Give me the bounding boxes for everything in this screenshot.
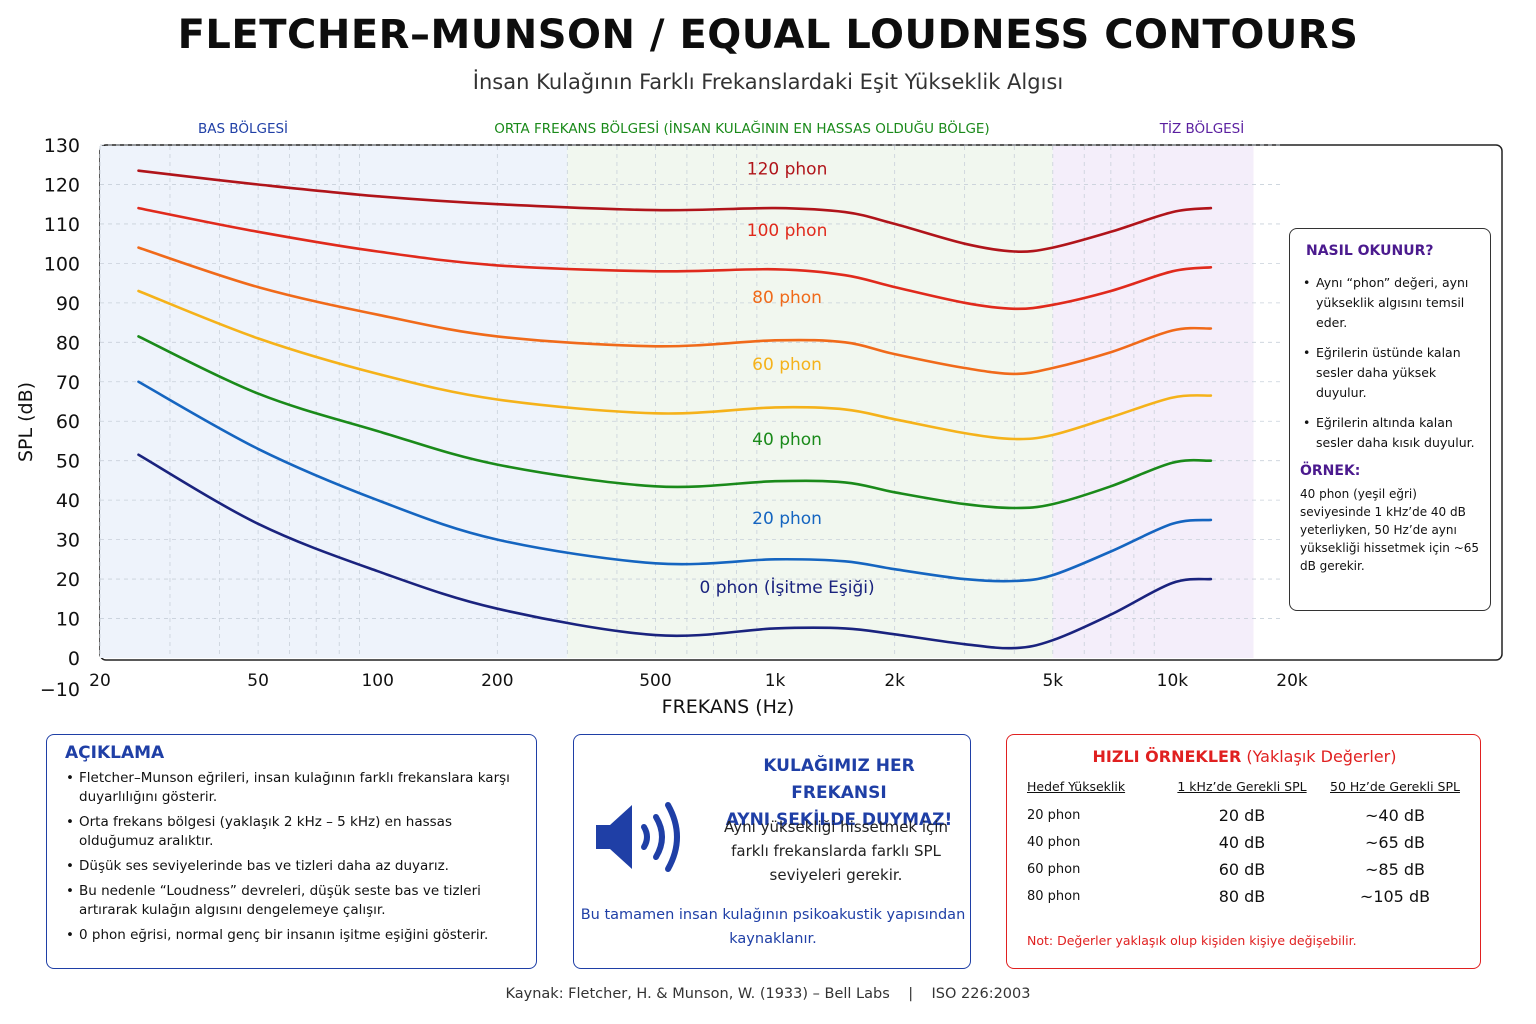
table-row: 80 phon 80 dB ~105 dB [1027,883,1473,910]
hearing-info-panel: KULAĞIMIZ HER FREKANSI AYNI ŞEKİLDE DUYM… [573,734,971,969]
y-tick-label: −10 [40,679,80,701]
table-cell: ~85 dB [1365,860,1425,879]
table-cell: ~40 dB [1365,806,1425,825]
hearing-info-text: Aynı yüksekliği hissetmek için farklı fr… [724,818,948,884]
y-tick-label: 130 [44,135,80,157]
contour-label: 100 phon [747,221,828,241]
contour-line [137,453,1213,650]
contour-label: 20 phon [752,509,822,529]
y-tick-label: 60 [56,411,80,433]
page-subtitle: İnsan Kulağının Farklı Frekanslardaki Eş… [472,70,1064,94]
table-row: 40 phon 40 dB ~65 dB [1027,829,1473,856]
y-axis-label: SPL (dB) [15,382,37,462]
how-to-read-title: NASIL OKUNUR? [1306,243,1434,259]
explanation-panel: AÇIKLAMA Fletcher–Munson eğrileri, insan… [46,734,537,969]
explanation-item: Düşük ses seviyelerinde bas ve tizleri d… [66,857,524,876]
x-tick-label: 500 [639,671,671,691]
contour-label: 40 phon [752,430,822,450]
region-label: BAS BÖLGESİ [198,119,288,137]
page-title: FLETCHER–MUNSON / EQUAL LOUDNESS CONTOUR… [177,12,1359,58]
x-tick-label: 200 [481,671,513,691]
y-tick-label: 20 [56,569,80,591]
table-cell: 40 phon [1027,835,1081,850]
example-text: 40 phon (yeşil eğri) seviyesinde 1 kHz’d… [1300,487,1480,573]
contour-line [137,380,1213,583]
contour-line [137,289,1213,441]
table-cell: 60 dB [1218,860,1266,879]
y-tick-label: 100 [44,253,80,275]
y-tick-label: 90 [56,293,80,315]
region-label: ORTA FREKANS BÖLGESİ (İNSAN KULAĞININ EN… [494,119,989,137]
quick-examples-title: HIZLI ÖRNEKLER (Yaklaşık Değerler) [1007,747,1482,766]
example-title: ÖRNEK: [1300,463,1361,479]
contour-label: 60 phon [752,355,822,375]
table-row: 20 phon 20 dB ~40 dB [1027,802,1473,829]
x-tick-label: 1k [765,671,786,691]
contour-label: 0 phon (İşitme Eşiği) [699,577,874,598]
x-tick-label: 5k [1042,671,1063,691]
how-to-read-item: Eğrilerin üstünde kalan sesler daha yüks… [1303,343,1482,403]
hearing-info-title-line1: KULAĞIMIZ HER FREKANSI [763,756,915,803]
x-tick-label: 100 [361,671,393,691]
source-citation: Kaynak: Fletcher, H. & Munson, W. (1933)… [505,986,1031,1002]
table-cell: 80 phon [1027,889,1081,904]
quick-examples-table: Hedef Yükseklik 1 kHz’de Gerekli SPL 50 … [1027,777,1473,910]
region-band [100,146,568,658]
region-band [567,146,1053,658]
x-tick-label: 2k [884,671,905,691]
contour-line [137,206,1213,311]
explanation-item: Orta frekans bölgesi (yaklaşık 2 kHz – 5… [66,813,524,851]
x-tick-label: 50 [247,671,269,691]
table-row: 60 phon 60 dB ~85 dB [1027,856,1473,883]
hearing-info-title: KULAĞIMIZ HER FREKANSI AYNI ŞEKİLDE DUYM… [714,753,964,834]
quick-examples-title-note: (Yaklaşık Değerler) [1241,747,1397,766]
column-header: 50 Hz’de Gerekli SPL [1330,779,1460,794]
speaker-icon [596,802,680,872]
explanation-item: Bu nedenle “Loudness” devreleri, düşük s… [66,882,524,920]
how-to-read-item: Aynı “phon” değeri, aynı yükseklik algıs… [1303,273,1482,333]
hearing-info-note: Bu tamamen insan kulağının psikoakustik … [580,907,966,947]
y-tick-label: 10 [56,609,80,631]
y-tick-label: 50 [56,451,80,473]
table-cell: 20 dB [1218,806,1266,825]
explanation-item: Fletcher–Munson eğrileri, insan kulağını… [66,769,524,807]
x-tick-label: 20k [1276,671,1308,691]
contour-line [137,335,1213,510]
quick-examples-panel: HIZLI ÖRNEKLER (Yaklaşık Değerler) Hedef… [1006,734,1481,969]
contour-label: 80 phon [752,288,822,308]
how-to-read-box: NASIL OKUNUR? Aynı “phon” değeri, aynı y… [1289,228,1491,611]
explanation-title: AÇIKLAMA [65,743,165,763]
y-tick-label: 0 [68,648,80,670]
table-cell: 40 dB [1218,833,1266,852]
table-cell: ~65 dB [1365,833,1425,852]
quick-examples-title-main: HIZLI ÖRNEKLER [1092,747,1242,766]
region-label: TİZ BÖLGESİ [1159,119,1244,137]
x-tick-label: 20 [89,671,111,691]
x-tick-label: 10k [1157,671,1189,691]
x-axis-label: FREKANS (Hz) [662,696,795,718]
contour-line [137,169,1213,253]
y-tick-label: 30 [56,530,80,552]
column-header: Hedef Yükseklik [1027,779,1126,794]
how-to-read-item: Eğrilerin altında kalan sesler daha kısı… [1303,413,1482,453]
loudness-chart: BAS BÖLGESİ ORTA FREKANS BÖLGESİ (İNSAN K… [15,119,1503,718]
quick-examples-note: Not: Değerler yaklaşık olup kişiden kişi… [1027,933,1357,948]
hearing-info-title-line2: AYNI ŞEKİLDE DUYMAZ! [725,810,953,830]
y-tick-label: 110 [44,214,80,236]
y-tick-label: 80 [56,332,80,354]
table-cell: ~105 dB [1359,887,1431,906]
table-cell: 60 phon [1027,862,1081,877]
column-header: 1 kHz’de Gerekli SPL [1177,779,1307,794]
y-tick-label: 120 [44,174,80,196]
explanation-item: 0 phon eğrisi, normal genç bir insanın i… [66,926,524,945]
contour-label: 120 phon [747,160,828,180]
contour-line [137,246,1213,376]
y-tick-label: 70 [56,372,80,394]
table-cell: 80 dB [1218,887,1266,906]
y-tick-label: 40 [56,490,80,512]
table-cell: 20 phon [1027,808,1081,823]
